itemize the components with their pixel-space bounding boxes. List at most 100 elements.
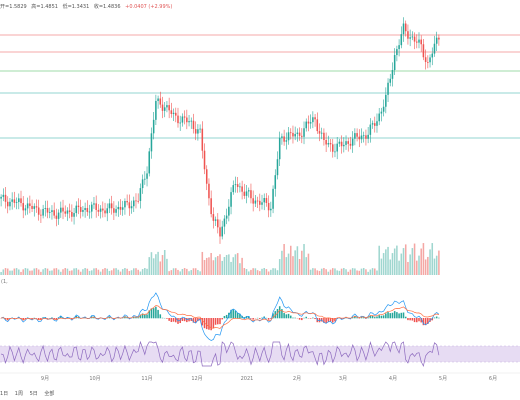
volume-bar: [309, 269, 312, 275]
candle-body: [254, 200, 257, 204]
macd-histogram-bar: [155, 306, 157, 319]
candle-body: [243, 191, 246, 196]
close-value: 收=1.4836: [93, 4, 121, 10]
macd-histogram-bar: [124, 316, 126, 319]
volume-bar: [318, 270, 321, 275]
candle-body: [371, 123, 374, 125]
ohlc-info-bar: 开=1.5829 高=1.4851 低=1.3431 收=1.4836 +0.0…: [0, 2, 520, 12]
volume-bar: [146, 268, 148, 275]
candle-body: [407, 31, 409, 39]
macd-histogram-bar: [331, 318, 334, 323]
period-1d[interactable]: 1日: [0, 391, 9, 397]
candle-body: [356, 133, 358, 137]
macd-histogram-bar: [152, 308, 155, 319]
candle-body: [391, 70, 394, 79]
volume-bar: [245, 269, 248, 275]
candle-body: [245, 191, 248, 196]
period-all[interactable]: 全部: [44, 391, 55, 397]
candle-body: [97, 209, 100, 212]
volume-bar: [157, 251, 159, 275]
macd-histogram-bar: [170, 318, 173, 323]
candle-body: [241, 186, 243, 192]
macd-histogram-bar: [40, 318, 42, 320]
volume-bar: [234, 254, 237, 275]
macd-histogram-bar: [139, 314, 142, 319]
candle-body: [433, 43, 436, 54]
volume-bar: [205, 257, 208, 275]
candle-body: [393, 55, 396, 71]
macd-histogram-bar: [236, 313, 239, 319]
macd-histogram-bar: [400, 312, 403, 319]
volume-bar: [102, 269, 104, 275]
volume-bar: [221, 260, 223, 275]
volume-bar: [201, 251, 204, 275]
volume-bar: [62, 269, 64, 275]
volume-bar: [393, 248, 396, 275]
candle-body: [190, 120, 193, 122]
volume-bar: [119, 271, 122, 275]
candle-body: [225, 215, 228, 219]
volume-bar: [13, 268, 16, 275]
candle-body: [128, 202, 131, 209]
candle-body: [402, 23, 405, 35]
candle-body: [389, 78, 392, 83]
macd-histogram-bar: [327, 318, 330, 322]
macd-histogram-bar: [396, 312, 398, 319]
candle-body: [20, 198, 22, 204]
macd-histogram-bar: [234, 311, 237, 319]
macd-histogram-bar: [334, 318, 336, 322]
volume-bar: [108, 270, 111, 275]
candle-body: [349, 143, 352, 146]
x-axis-tick-label: 12月: [191, 376, 202, 382]
macd-histogram-bar: [276, 308, 279, 319]
candle-body: [265, 198, 268, 203]
volume-bar: [46, 268, 49, 275]
volume-bar: [124, 268, 126, 275]
macd-histogram-bar: [24, 318, 27, 320]
volume-bar: [84, 268, 86, 275]
volume-bar: [35, 268, 38, 275]
candle-body: [44, 208, 47, 209]
candle-body: [130, 206, 133, 209]
candle-body: [369, 124, 372, 135]
candle-body: [327, 143, 330, 145]
candle-body: [31, 205, 33, 209]
candle-body: [287, 132, 290, 141]
volume-bar: [31, 270, 33, 275]
candle-body: [418, 39, 420, 43]
candle-body: [214, 219, 217, 221]
volume-bar: [48, 270, 51, 275]
volume-bar: [385, 249, 387, 275]
volume-bar: [267, 271, 270, 275]
candle-body: [420, 39, 422, 45]
volume-bar: [20, 271, 22, 275]
period-1w[interactable]: 1周: [14, 391, 23, 397]
volume-bar: [367, 271, 369, 275]
macd-histogram-bar: [53, 318, 55, 320]
macd-histogram-bar: [427, 318, 429, 324]
candle-body: [232, 185, 235, 193]
candle-body: [177, 115, 179, 124]
candle-body: [6, 201, 9, 207]
volume-bar: [26, 268, 29, 275]
candle-body: [362, 135, 365, 137]
candle-body: [104, 210, 106, 214]
volume-bar: [55, 268, 58, 275]
candle-body: [435, 37, 438, 44]
volume-bar: [305, 257, 308, 275]
volume-bar: [378, 245, 380, 275]
macd-histogram-bar: [356, 317, 358, 319]
candle-body: [33, 206, 36, 209]
candle-body: [281, 136, 283, 138]
macd-histogram-bar: [438, 317, 440, 319]
candle-body: [163, 107, 166, 111]
volume-bar: [369, 269, 372, 275]
volume-bar: [9, 270, 11, 275]
macd-histogram-bar: [431, 318, 434, 321]
candle-body: [62, 207, 64, 212]
period-5d[interactable]: 5日: [29, 391, 38, 397]
volume-bar: [314, 268, 316, 275]
volume-bar: [24, 268, 27, 275]
candle-body: [42, 208, 44, 216]
